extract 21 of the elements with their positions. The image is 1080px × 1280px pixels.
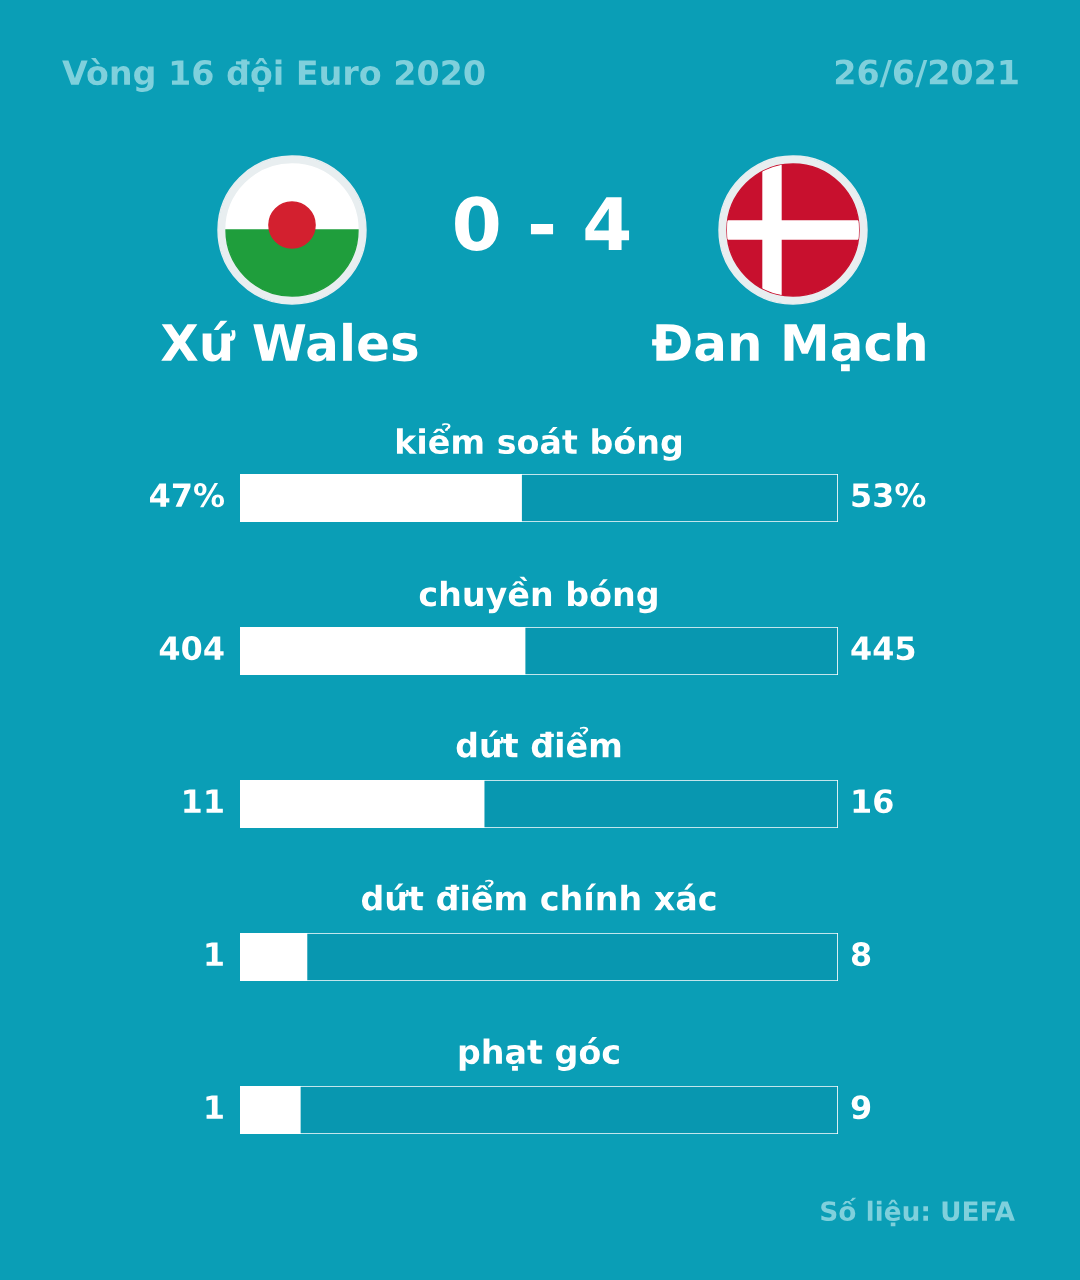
data-label: 11: [184, 789, 223, 813]
data-label: 404: [159, 636, 224, 661]
category-label: phạt góc: [459, 1037, 619, 1071]
category-label: dứt điểm: [456, 726, 621, 758]
data-label: 9: [851, 1095, 871, 1120]
text: 26/6/2021: [835, 59, 1018, 88]
data-label: 16: [853, 789, 893, 814]
data-label: 1: [206, 1095, 223, 1119]
category-label: chuyền bóng: [419, 576, 657, 614]
category-label: kiểm soát bóng: [396, 423, 682, 461]
text: 0 - 4: [455, 196, 630, 251]
text: Số liệu: UEFA: [821, 1197, 1015, 1227]
data-label: 8: [851, 942, 871, 967]
text: Đan Mạch: [652, 322, 925, 372]
chart-title: Vòng 16 đội Euro 2020: [62, 58, 485, 92]
data-label: 53%: [852, 483, 926, 508]
text: Xứ Wales: [161, 320, 418, 362]
data-label: 47%: [150, 483, 225, 508]
data-label: 445: [851, 636, 915, 661]
data-label: 1: [206, 942, 223, 966]
category-label: dứt điểm chính xác: [361, 879, 716, 911]
